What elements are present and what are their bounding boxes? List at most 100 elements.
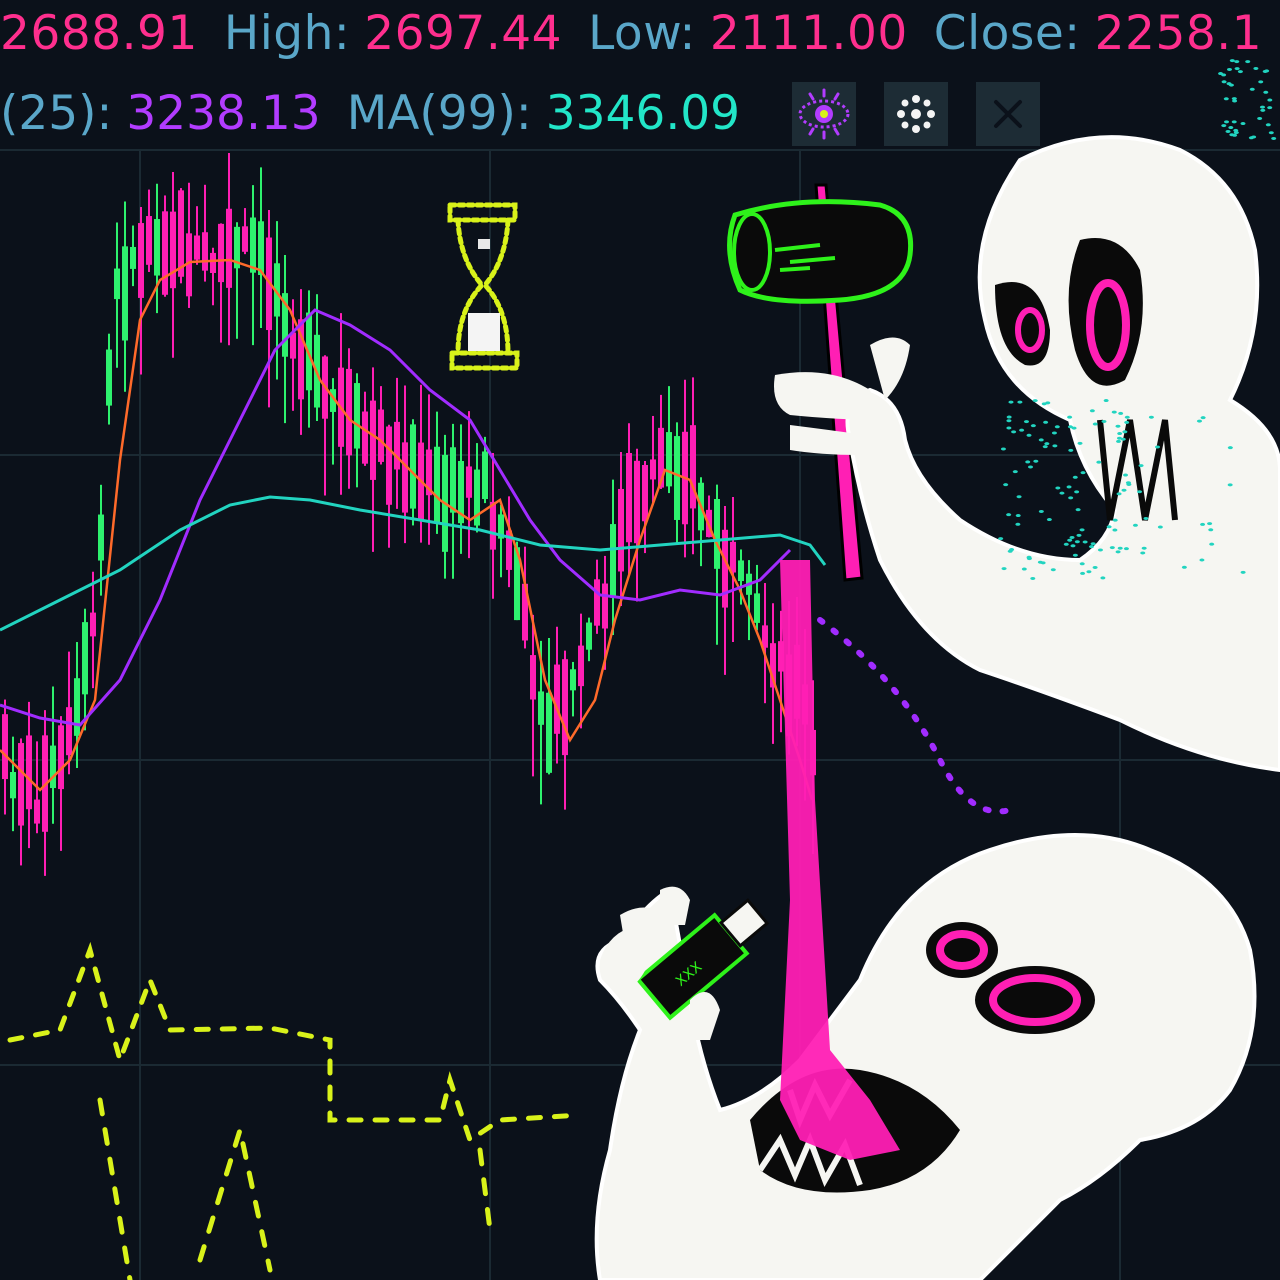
spray-dot — [1229, 133, 1235, 137]
settings-button[interactable] — [884, 82, 948, 146]
candle-body — [10, 772, 16, 799]
spray-dot — [1082, 540, 1088, 544]
candle-body — [546, 692, 552, 773]
spray-dot — [1074, 540, 1080, 544]
volume-line-secondary — [97, 1097, 493, 1280]
spray-dot — [1068, 496, 1074, 500]
spray-dot — [1125, 481, 1131, 485]
candle-body — [34, 799, 40, 824]
candle-body — [778, 641, 784, 672]
candle-body — [58, 725, 64, 790]
spray-dot — [1044, 442, 1050, 446]
spray-dot — [1063, 542, 1069, 546]
spray-dot — [1000, 447, 1006, 451]
spray-dot — [1245, 60, 1251, 64]
spray-dot — [1209, 542, 1215, 546]
candle-body — [402, 442, 408, 513]
usb-stick-icon: XXX — [635, 898, 770, 1021]
spray-dot — [1092, 565, 1098, 569]
spray-dot — [1157, 525, 1163, 529]
spray-dot — [1079, 528, 1085, 532]
candle-body — [98, 514, 104, 561]
spray-dot — [1067, 425, 1073, 429]
candle-body — [218, 223, 224, 283]
spray-dot — [1118, 411, 1124, 415]
spray-dot — [1038, 438, 1044, 442]
settings-icon — [897, 95, 935, 133]
candle-body — [178, 190, 184, 277]
close-icon — [994, 100, 1022, 128]
candle-body — [762, 625, 768, 648]
spray-dots — [998, 59, 1277, 580]
candle-body — [522, 583, 528, 641]
spray-dot — [1103, 399, 1109, 403]
spray-dot — [1221, 80, 1227, 84]
spray-dot — [1253, 66, 1259, 70]
spray-dot — [1155, 445, 1161, 449]
candle-body — [538, 691, 544, 725]
spray-dot — [1120, 437, 1126, 441]
spray-dot — [1092, 422, 1098, 426]
candle-body — [618, 488, 624, 572]
spray-dot — [1072, 475, 1078, 479]
candle-body — [642, 465, 648, 522]
ma25-projection — [817, 617, 1013, 815]
spray-dot — [1067, 538, 1073, 542]
spray-dot — [1070, 544, 1076, 548]
spray-dot — [1267, 98, 1273, 102]
spray-dot — [1074, 490, 1080, 494]
candle-body — [690, 425, 696, 509]
spray-dot — [1265, 123, 1271, 127]
spray-dot — [1016, 495, 1022, 499]
spray-dot — [1100, 576, 1106, 580]
spray-dot — [1240, 122, 1246, 126]
open-value: 2688.91 — [0, 6, 198, 61]
candle-body — [474, 469, 480, 526]
candle-body — [730, 541, 736, 573]
spray-dot — [1067, 415, 1073, 419]
spray-dot — [1258, 80, 1264, 84]
spray-dot — [1090, 542, 1096, 546]
spray-dot — [1017, 400, 1023, 404]
spray-dot — [1001, 567, 1007, 571]
visibility-toggle-button[interactable] — [792, 82, 856, 146]
spray-dot — [1225, 129, 1231, 133]
spray-dot — [1008, 400, 1014, 404]
hourglass-icon — [447, 202, 520, 371]
candle-body — [82, 622, 88, 695]
spray-dot — [1052, 444, 1058, 448]
spray-dot — [1059, 491, 1065, 495]
spray-dot — [1207, 522, 1213, 526]
close-button[interactable] — [976, 82, 1040, 146]
spray-dot — [1009, 548, 1015, 552]
spray-dot — [1023, 420, 1029, 424]
spray-dot — [1234, 60, 1240, 64]
spray-dot — [1072, 553, 1078, 557]
spray-dot — [1045, 401, 1051, 405]
spray-dot — [1015, 522, 1021, 526]
ohlc-readout: 2688.91 High: 2697.44 Low: 2111.00 Close: 2258… — [0, 4, 1262, 64]
spray-dot — [1101, 419, 1107, 423]
eye-icon — [798, 88, 850, 140]
spray-dot — [1228, 83, 1234, 87]
spray-dot — [1046, 518, 1052, 522]
spray-dot — [1228, 126, 1234, 130]
close-value: 2258.1 — [1094, 6, 1263, 61]
spray-dot — [1264, 69, 1270, 73]
spray-dot — [1106, 525, 1112, 529]
candle-body — [130, 246, 136, 269]
spray-dot — [1117, 546, 1123, 550]
spray-dot — [1223, 97, 1229, 101]
candle-body — [114, 268, 120, 300]
volume-line — [7, 941, 583, 1144]
candle-body — [162, 211, 168, 295]
low-label: Low: — [588, 6, 696, 61]
candle-body — [466, 466, 472, 498]
spray-dot — [1111, 410, 1117, 414]
spray-dot — [1086, 570, 1092, 574]
spray-dot — [1248, 136, 1254, 140]
high-label: High: — [223, 6, 351, 61]
spray-dot — [1260, 108, 1266, 112]
candle-body — [330, 389, 336, 412]
